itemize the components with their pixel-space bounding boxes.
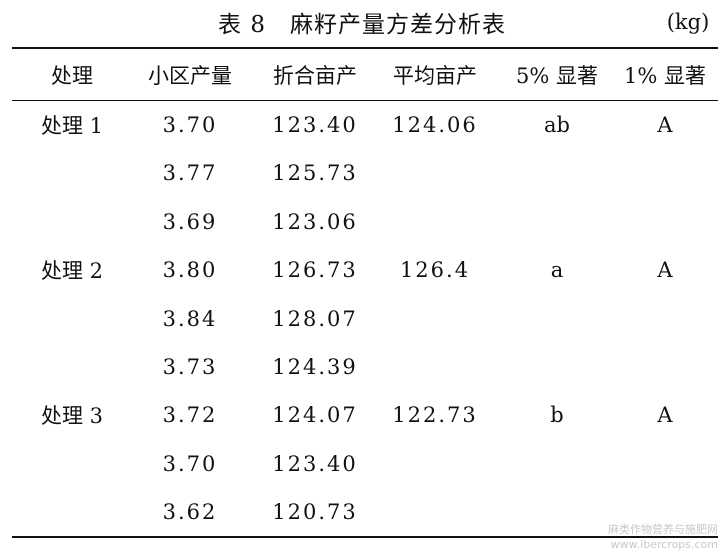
bottom-rule (12, 536, 718, 538)
plot-yield-cell: 3.77 (162, 161, 218, 186)
plot-yield-cell: 3.84 (162, 306, 218, 331)
sig5-cell: a (550, 258, 564, 283)
sig1-cell: A (657, 258, 673, 283)
mu-yield-cell: 120.73 (272, 500, 358, 525)
treatment-cell: 处理 2 (40, 259, 104, 284)
mu-yield-cell: 123.40 (272, 451, 358, 476)
treatment-cell: 处理 3 (40, 404, 104, 429)
mu-yield-cell: 128.07 (272, 306, 358, 331)
header-rule (12, 100, 718, 101)
mu-yield-cell: 124.39 (272, 355, 358, 379)
sig1-cell: A (657, 403, 673, 428)
top-rule (12, 47, 718, 49)
header-cell: 处理 (51, 64, 93, 88)
table-title: 表 8 麻籽产量方差分析表 (218, 12, 506, 38)
header-cell: 1% 显著 (624, 64, 706, 88)
sig5-cell: b (550, 403, 564, 428)
plot-yield-cell: 3.70 (162, 113, 218, 137)
sig1-cell: A (657, 113, 673, 137)
treatment-cell: 处理 1 (40, 114, 104, 138)
sig5-cell: ab (544, 113, 570, 137)
mu-yield-cell: 123.40 (272, 113, 358, 137)
mean-cell: 122.73 (392, 403, 478, 428)
watermark: 麻类作物营养与施肥网 (608, 523, 718, 536)
plot-yield-cell: 3.73 (162, 355, 218, 379)
mu-yield-cell: 126.73 (272, 258, 358, 283)
watermark: www.ibercrops.com (610, 538, 718, 551)
mean-cell: 124.06 (392, 113, 478, 137)
header-cell: 平均亩产 (393, 64, 477, 88)
unit: (kg) (666, 10, 710, 34)
plot-yield-cell: 3.70 (162, 451, 218, 476)
mean-cell: 126.4 (399, 258, 471, 283)
header-cell: 5% 显著 (516, 64, 598, 88)
mu-yield-cell: 125.73 (272, 161, 358, 186)
plot-yield-cell: 3.72 (162, 403, 218, 428)
mu-yield-cell: 123.06 (272, 209, 358, 234)
header-cell: 小区产量 (148, 64, 232, 88)
header-cell: 折合亩产 (273, 64, 357, 88)
plot-yield-cell: 3.69 (162, 209, 218, 234)
mu-yield-cell: 124.07 (272, 403, 358, 428)
plot-yield-cell: 3.80 (162, 258, 218, 283)
plot-yield-cell: 3.62 (162, 500, 218, 525)
